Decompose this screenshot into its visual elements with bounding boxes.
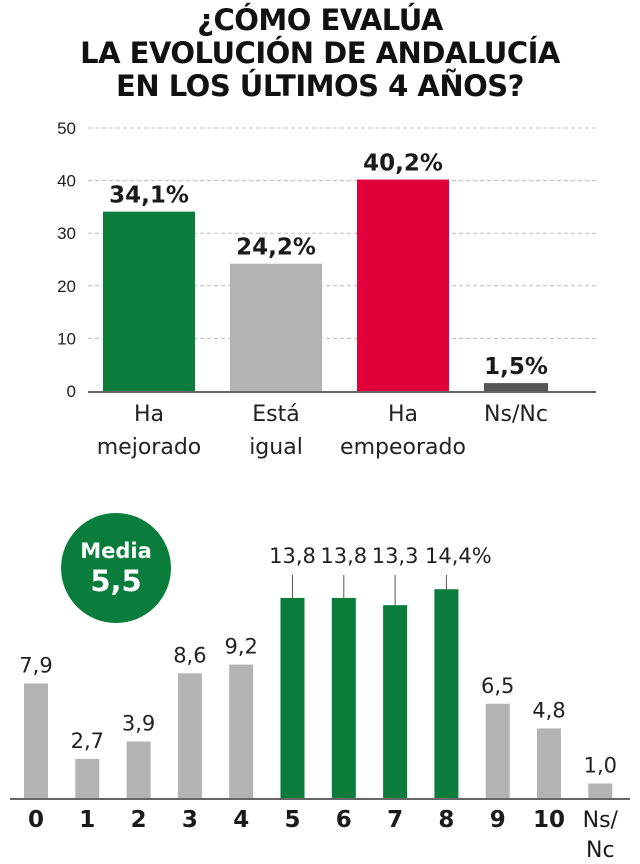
average-badge-value: 5,5 (90, 564, 141, 598)
bar (537, 728, 561, 798)
bar-value-label: 7,9 (19, 653, 52, 677)
x-category-label: 3 (182, 807, 198, 833)
y-tick-label: 40 (57, 172, 76, 191)
x-category-label: 2 (131, 807, 147, 833)
bar-value-label: 1,0 (584, 754, 617, 778)
bar (383, 605, 408, 798)
y-tick-label: 20 (57, 277, 76, 296)
bar (485, 703, 510, 798)
bar (75, 758, 100, 798)
title-line-3: EN LOS ÚLTIMOS 4 AÑOS? (116, 69, 524, 103)
x-category-label: 0 (28, 807, 44, 833)
chart-title: ¿CÓMO EVALÚA LA EVOLUCIÓN DE ANDALUCÍA E… (0, 4, 640, 103)
bar-value-label: 6,5 (481, 674, 514, 698)
x-category-label: Ns/Nc (484, 402, 548, 427)
x-category-label: 9 (490, 807, 506, 833)
bar-value-label: 13,8 (269, 544, 316, 568)
average-badge-label: Media (80, 539, 152, 563)
bar-value-label: 9,2 (224, 635, 257, 659)
score-distribution-chart: 7,9 0 2,7 1 3,9 2 8,6 3 9,2 4 13,8 5 13,8 6 13,3 7 14,4%… (10, 544, 630, 863)
bar-value-label: 40,2% (363, 151, 443, 177)
x-category-label: igual (249, 435, 303, 460)
bar (24, 683, 48, 798)
title-line-1: ¿CÓMO EVALÚA (197, 3, 443, 37)
x-category-label: 5 (284, 807, 300, 833)
y-tick-label: 0 (67, 382, 76, 401)
y-tick-label: 30 (57, 224, 76, 243)
bar-value-label: 14,4% (425, 544, 492, 568)
x-category-label: 6 (336, 807, 352, 833)
evaluation-bar-chart: 0 10 20 30 40 50 34,1% Ha mejorado 24,2% Está igual… (57, 119, 596, 460)
bar (177, 673, 202, 798)
x-category-label: 10 (533, 807, 565, 833)
x-category-label: Nc (586, 838, 615, 863)
x-category-label: Ha (388, 402, 418, 427)
bar-value-label: 3,9 (122, 711, 155, 735)
x-category-label: Está (252, 402, 299, 427)
y-tick-label: 50 (57, 119, 76, 138)
bar (434, 589, 459, 798)
bar (280, 597, 305, 798)
bar-value-label: 2,7 (71, 729, 104, 753)
x-category-label: mejorado (97, 435, 202, 460)
bar-value-label: 13,8 (320, 544, 367, 568)
x-category-label: 4 (233, 807, 249, 833)
bar (331, 597, 356, 798)
x-category-label: 1 (79, 807, 95, 833)
bar-value-label: 1,5% (484, 354, 548, 380)
bar-value-label: 4,8 (532, 698, 565, 722)
bar-value-label: 24,2% (236, 235, 316, 261)
bar (126, 741, 151, 798)
average-badge-circle (61, 513, 171, 623)
bar-value-label: 34,1% (109, 183, 189, 209)
bar (229, 664, 254, 798)
x-category-label: 7 (387, 807, 403, 833)
bar (103, 211, 195, 391)
bar-value-label: 8,6 (173, 643, 206, 667)
y-tick-label: 10 (57, 329, 76, 348)
bar-value-label: 13,3 (372, 544, 419, 568)
bar (588, 783, 613, 798)
average-badge: Media 5,5 (61, 513, 171, 623)
x-category-label: Ns/ (583, 808, 619, 833)
title-line-2: LA EVOLUCIÓN DE ANDALUCÍA (80, 36, 560, 70)
x-category-label: 8 (438, 807, 454, 833)
bar (484, 383, 548, 391)
bar (357, 179, 449, 391)
x-category-label: Ha (134, 402, 164, 427)
x-category-label: empeorado (340, 435, 466, 460)
bar (230, 263, 322, 391)
